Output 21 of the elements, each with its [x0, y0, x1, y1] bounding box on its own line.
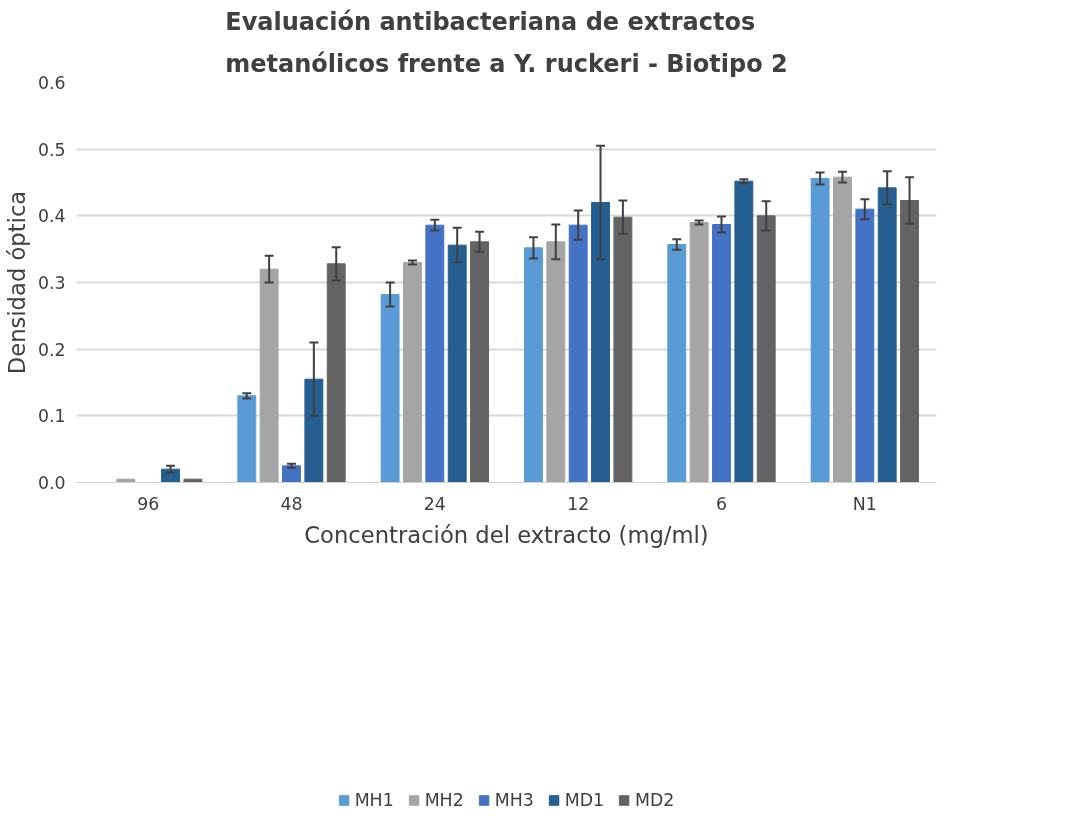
- x-tick-label: 12: [567, 493, 590, 514]
- x-tick-label: N1: [852, 493, 877, 514]
- y-tick-label: 0.0: [37, 473, 66, 493]
- x-axis-title: Concentración del extracto (mg/ml): [304, 521, 709, 548]
- chart-title: Evaluación antibacteriana de extractos metanólicos frente a Y. ruckeri - Biotipo 2: [225, 7, 788, 78]
- x-tick-label: 6: [715, 493, 728, 514]
- y-tick-label: 0.4: [37, 206, 66, 227]
- legend-label: MD2: [635, 790, 675, 810]
- x-tick-label: 24: [423, 493, 446, 514]
- y-tick-label: 0.3: [37, 273, 66, 293]
- x-tick-label: 48: [280, 493, 303, 514]
- legend-label: MH3: [494, 790, 534, 810]
- x-tick-label: 96: [137, 493, 160, 514]
- y-tick-label: 0.1: [37, 406, 66, 427]
- legend-label: MH1: [354, 790, 394, 810]
- y-tick-label: 0.2: [37, 339, 66, 360]
- legend-label: MH2: [424, 790, 464, 810]
- y-tick-label: 0.6: [37, 73, 66, 93]
- y-tick-label: 0.5: [37, 139, 66, 160]
- y-axis-title: Densidad óptica: [3, 190, 30, 375]
- legend-label: MD1: [564, 790, 605, 810]
